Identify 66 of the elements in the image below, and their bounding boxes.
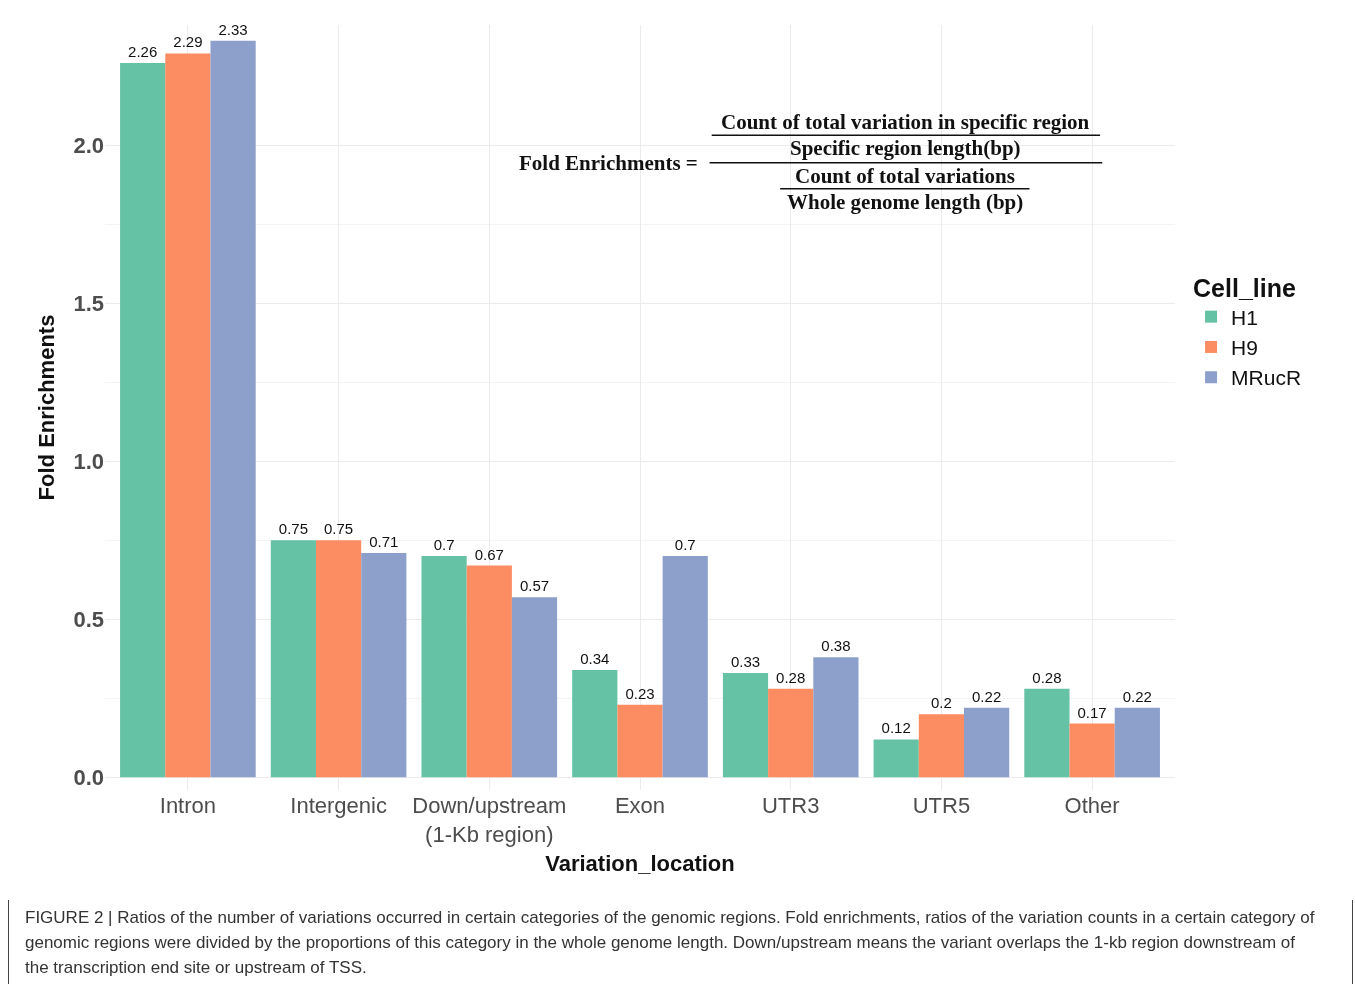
bar (873, 739, 919, 778)
x-tick-label: Down/upstream (1-Kb region) (412, 793, 567, 847)
bar (511, 597, 558, 778)
bar (421, 556, 467, 778)
bar (722, 673, 769, 778)
data-label: 0.33 (730, 653, 761, 671)
bar (466, 565, 512, 778)
x-tick-label: UTR5 (912, 793, 971, 818)
data-label: 0.22 (1122, 687, 1152, 705)
bar (617, 704, 663, 778)
y-tick-label: 0.5 (73, 607, 104, 632)
annotation: Fold Enrichments = (519, 151, 698, 175)
x-tick-label: Intron (159, 793, 217, 818)
data-label: 0.28 (776, 668, 806, 686)
data-label: 0.23 (625, 684, 655, 702)
data-label: 0.7 (674, 536, 696, 554)
caption: FIGURE 2 | Ratios of the number of variations occurred in certain categories of the genomic regions. Fold enrichments, ratios of the variation counts in a certain category of genomic regions were divided by the proportions of this category in the whole genome length. Down/upstream means the variant overlaps the 1-kb region downstream of the transcription end site or upstream of TSS. (25, 907, 1315, 979)
legend-title: Cell_line (1193, 273, 1296, 302)
bar (1024, 688, 1070, 778)
bar (964, 707, 1010, 778)
bar (270, 540, 316, 778)
data-label: 0.12 (881, 719, 911, 737)
x-tick-label: UTR3 (761, 793, 820, 818)
data-label: 0.71 (369, 532, 399, 550)
annotation: Specific region length(bp) (790, 136, 1021, 160)
bar (210, 40, 256, 778)
bar (315, 540, 362, 778)
bar (165, 53, 211, 778)
data-label: 2.33 (218, 20, 248, 38)
data-label: 0.2 (930, 694, 952, 712)
data-label: 0.7 (433, 536, 455, 554)
annotation: Count of total variations (795, 164, 1015, 188)
data-label: 0.28 (1032, 668, 1062, 686)
legend-label: H9 (1231, 336, 1258, 360)
bar (120, 62, 166, 778)
y-tick-label: 1.5 (73, 290, 104, 316)
y-tick-label: 1.0 (73, 448, 104, 474)
annotation: Whole genome length (bp) (787, 190, 1024, 214)
bar (918, 714, 965, 778)
y-axis-title: Fold Enrichments (34, 314, 60, 501)
x-tick-label: Exon (614, 793, 666, 818)
legend-label: MRucR (1231, 366, 1302, 390)
bar (1114, 707, 1160, 778)
data-label: 0.34 (580, 649, 610, 667)
data-label: 0.75 (323, 520, 354, 538)
y-tick-label: 2.0 (73, 132, 104, 158)
bar (361, 552, 407, 778)
bar (768, 688, 814, 778)
annotation: Count of total variation in specific region (721, 110, 1090, 134)
x-axis-title: Variation_location (545, 851, 735, 877)
x-tick-label: Intergenic (290, 793, 387, 818)
data-label: 2.29 (173, 33, 203, 51)
data-label: 0.38 (821, 637, 851, 655)
data-label: 0.75 (278, 520, 308, 538)
data-label: 0.17 (1077, 703, 1107, 721)
x-tick-label: Other (1064, 793, 1120, 818)
bar (662, 556, 708, 778)
y-tick-label: 0.0 (73, 765, 104, 791)
bar (572, 669, 618, 778)
data-label: 0.57 (519, 577, 550, 595)
data-label: 0.67 (474, 545, 504, 563)
legend-label: H1 (1231, 305, 1258, 329)
data-label: 0.22 (972, 687, 1002, 705)
bar (813, 657, 859, 778)
data-label: 2.26 (128, 42, 158, 60)
bar (1069, 723, 1115, 778)
